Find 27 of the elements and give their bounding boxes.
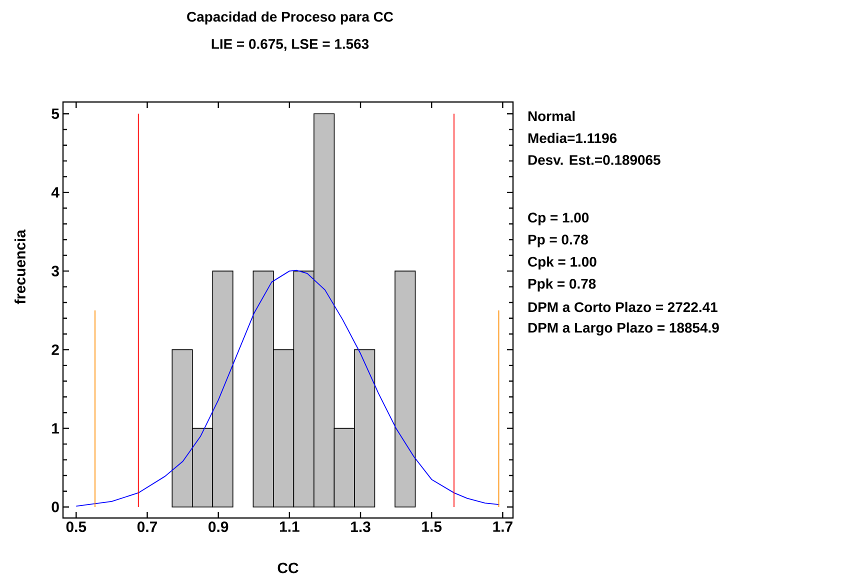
y-tick-label: 2 [52, 344, 59, 355]
x-tick-label: 1.3 [351, 522, 370, 532]
y-axis-title: frecuencia [14, 230, 26, 304]
text: DPM a Largo Plazo = 18854.9 [528, 322, 719, 336]
text: Ppk = 0.78 [528, 278, 596, 292]
y-tick-label: 4 [51, 187, 60, 198]
x-axis-title: CC [278, 562, 298, 574]
x-tick-label: 1.7 [493, 522, 512, 532]
x-tick-label: 1.5 [422, 522, 442, 532]
text: Cpk = 1.00 [528, 256, 596, 270]
x-tick-label: 0.7 [137, 522, 157, 532]
text: Pp = 0.78 [528, 234, 588, 248]
x-tick-label: 0.9 [208, 522, 228, 532]
y-tick-label: 1 [52, 423, 60, 434]
y-tick-label: 3 [52, 266, 59, 276]
text: Media=1.1196 [528, 132, 617, 144]
line-series [76, 270, 500, 507]
text: Cp = 1.00 [528, 212, 589, 226]
chart-title: Capacidad de Proceso para CC [187, 11, 394, 24]
text: Normal [528, 110, 575, 122]
text: Desv. Est.=0.189065 [528, 155, 660, 165]
text: DPM a Corto Plazo = 2722.41 [528, 302, 718, 312]
y-tick-label: 5 [52, 108, 60, 119]
y-tick-label: 0 [52, 502, 59, 512]
x-tick-label: 1.1 [280, 522, 300, 532]
x-tick-label: 0.5 [66, 522, 86, 532]
chart-subtitle: LIE = 0.675, LSE = 1.563 [212, 39, 369, 51]
